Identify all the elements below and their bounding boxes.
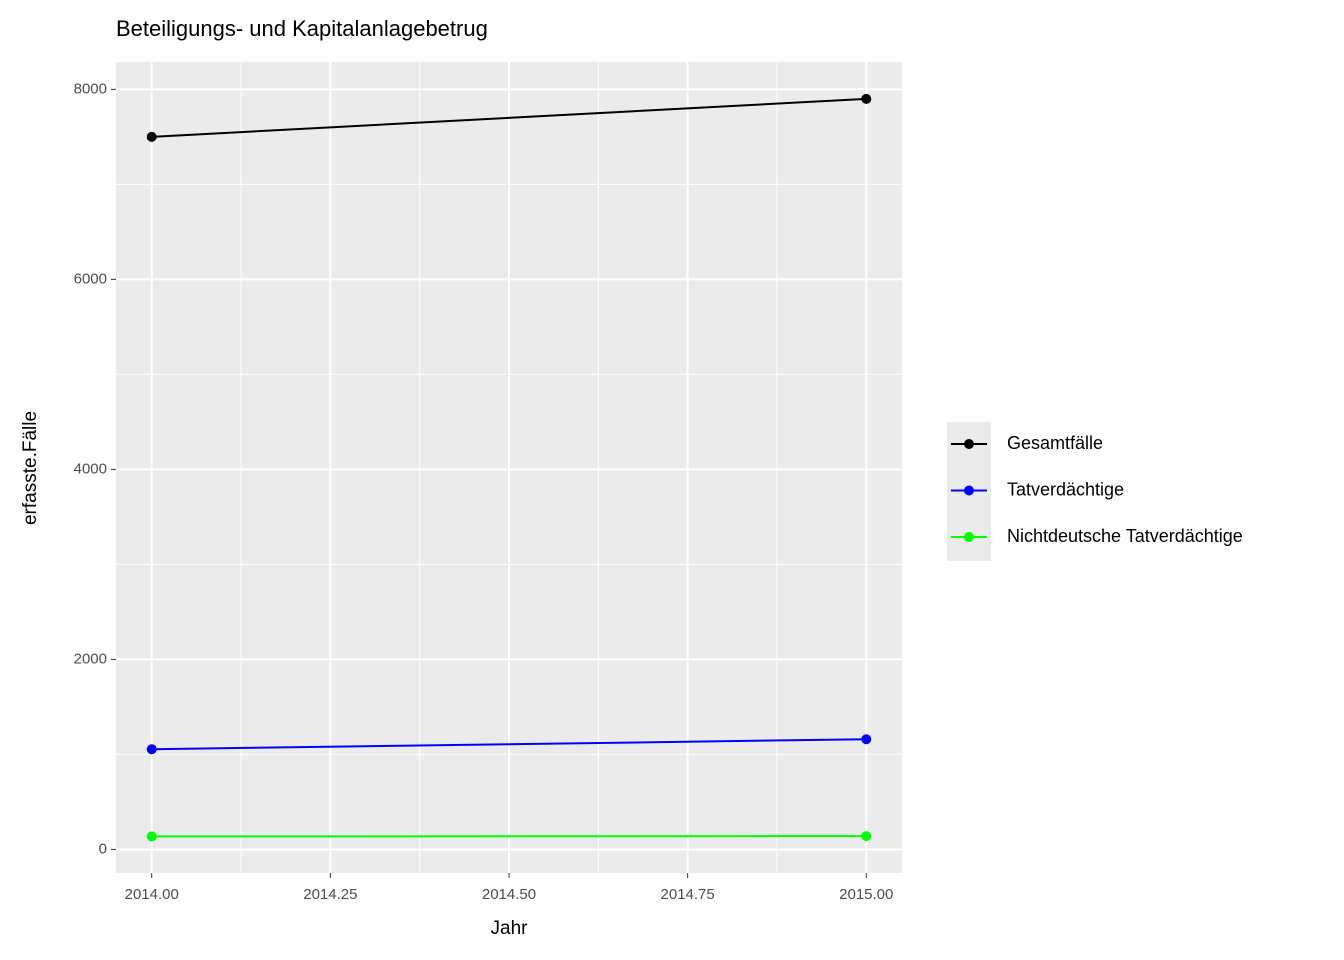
y-tick-label: 4000: [74, 460, 107, 477]
legend-label: Tatverdächtige: [1007, 479, 1124, 499]
data-point: [146, 744, 157, 755]
series-line: [151, 97, 867, 138]
y-tick-label: 8000: [74, 80, 107, 97]
x-tick-label: 2015.00: [839, 886, 893, 903]
legend-key-point: [964, 439, 974, 449]
data-point: [861, 93, 872, 104]
data-point: [861, 831, 872, 842]
x-tick-label: 2014.50: [482, 886, 536, 903]
chart-title: Beteiligungs- und Kapitalanlagebetrug: [116, 16, 488, 41]
legend-label: Nichtdeutsche Tatverdächtige: [1007, 526, 1243, 546]
x-tick-label: 2014.00: [125, 886, 179, 903]
legend-key-point: [964, 485, 974, 496]
data-point: [146, 131, 157, 142]
y-tick-label: 6000: [74, 270, 107, 287]
x-tick-label: 2014.25: [303, 886, 357, 903]
y-tick-label: 2000: [74, 650, 107, 667]
y-tick-label: 0: [99, 840, 107, 857]
legend-key-point: [964, 532, 974, 542]
x-axis-label: Jahr: [491, 918, 529, 939]
data-point: [861, 734, 872, 745]
data-point: [146, 831, 157, 842]
x-tick-label: 2014.75: [661, 886, 715, 903]
legend-label: Gesamtfälle: [1007, 433, 1103, 453]
series-line: [151, 738, 867, 751]
y-axis-label: erfasste.Fälle: [20, 411, 41, 525]
